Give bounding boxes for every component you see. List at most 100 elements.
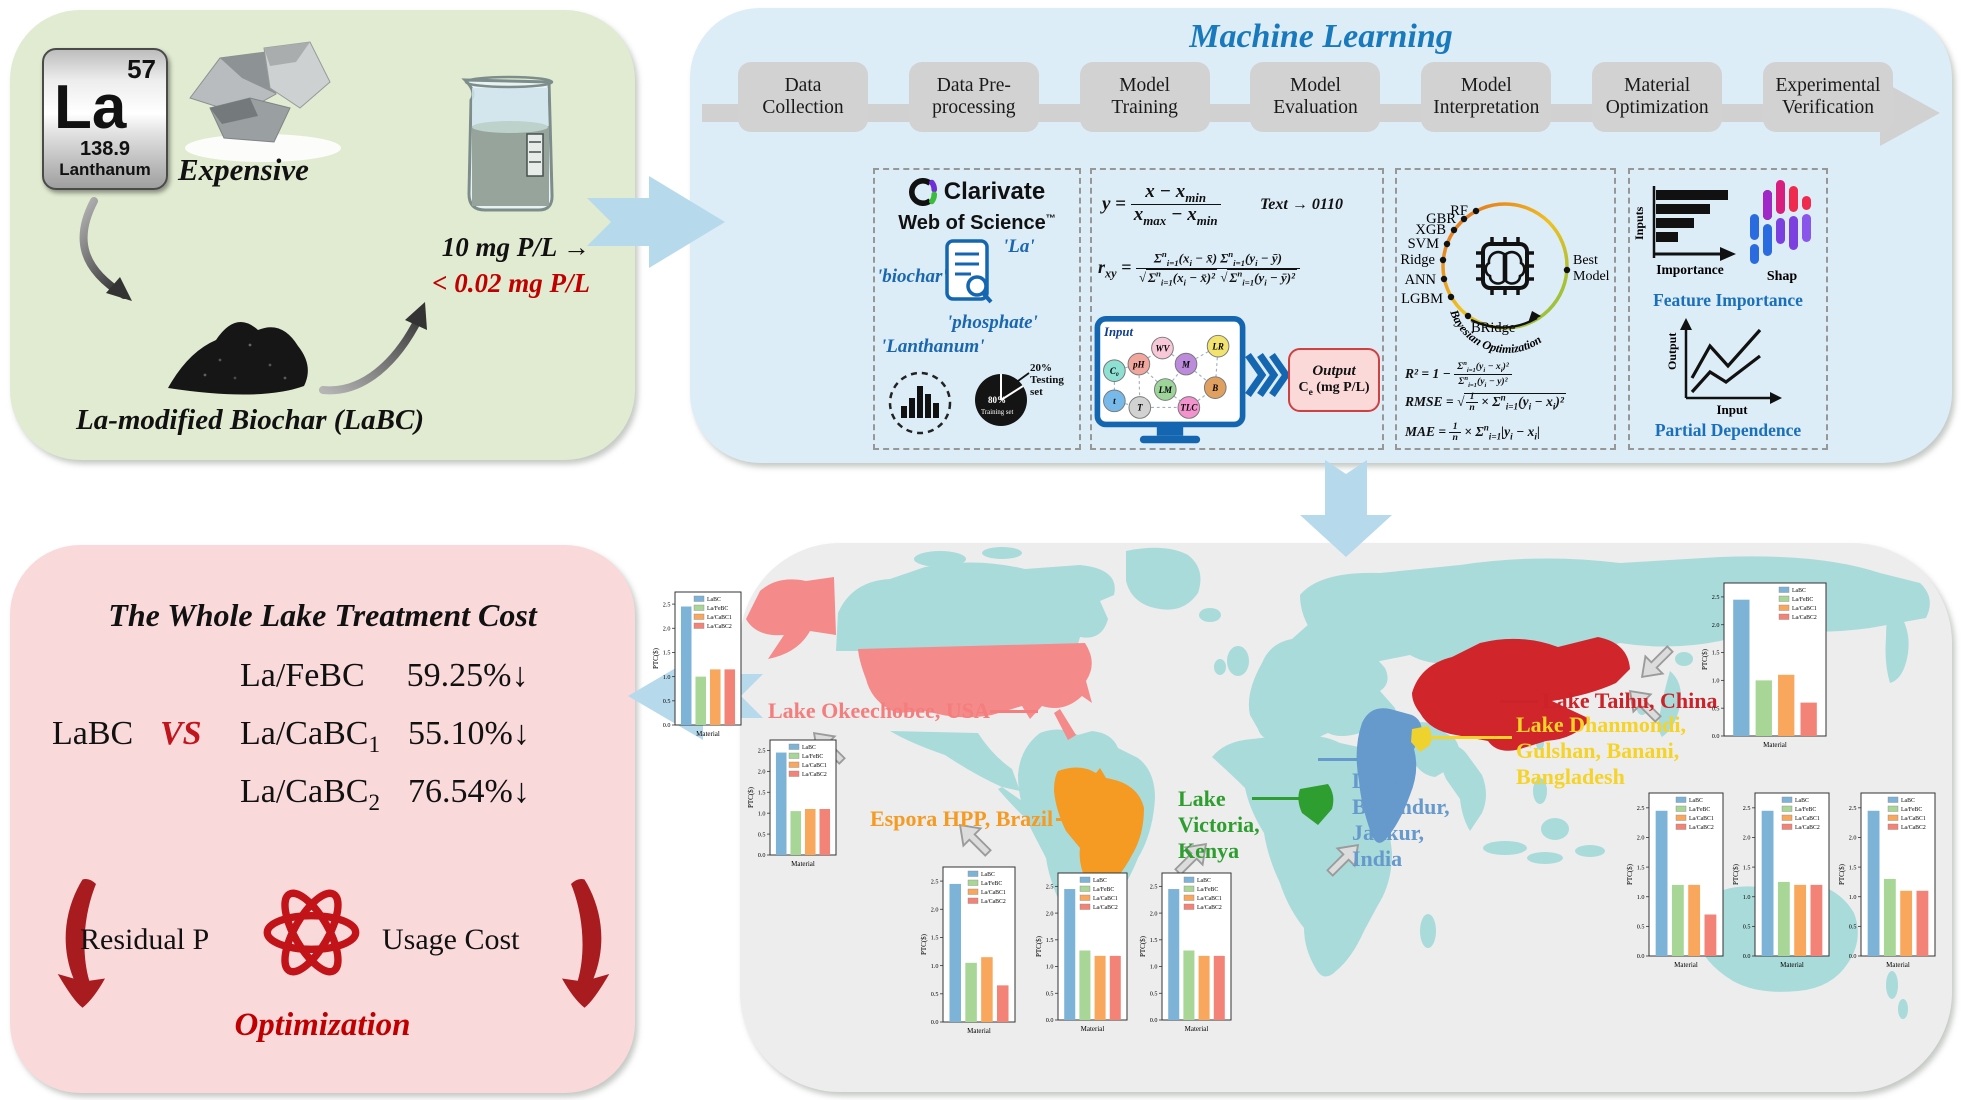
element-name: Lanthanum [59,160,151,179]
flow-arrow-down-icon [1300,460,1392,557]
ml-step-6: Material Optimization [1592,62,1723,132]
svg-text:LaBC: LaBC [1689,798,1703,804]
decrease-arrow-left-icon [57,878,105,1008]
svg-text:Inputs: Inputs [1632,206,1646,240]
keyword-biochar: 'biochar' [877,266,948,287]
svg-text:2.0: 2.0 [931,906,939,913]
svg-text:Model: Model [1573,269,1610,284]
line-taihu [1500,700,1538,703]
line-espora [1056,818,1076,821]
influent-label: 10 mg P/L → [441,232,590,262]
svg-text:Input: Input [1103,325,1133,339]
input-node-M: M [1181,359,1191,369]
svg-text:0.5: 0.5 [663,698,671,705]
svg-text:2.5: 2.5 [1849,805,1857,812]
svg-text:2.5: 2.5 [1712,594,1720,601]
text-encoding-label: Text → 0110 [1260,196,1343,213]
keyword-lanthanum: 'Lanthanum' [881,336,985,357]
svg-text:0.5: 0.5 [1637,924,1645,931]
svg-text:La/FeBC: La/FeBC [1795,807,1816,813]
svg-text:Material: Material [1763,741,1787,749]
vs-label: VS [160,715,202,752]
svg-text:PTC($): PTC($) [1838,863,1846,885]
svg-text:Output: Output [1668,333,1679,370]
svg-text:1.0: 1.0 [1712,678,1720,685]
label-lake-victoria: Lake Victoria, Kenya [1178,786,1260,863]
svg-text:La/FeBC: La/FeBC [1197,887,1218,893]
input-node-LR: LR [1211,341,1223,351]
ml-title: Machine Learning [1189,18,1453,55]
svg-text:0.5: 0.5 [1712,705,1720,712]
svg-text:2.5: 2.5 [1637,805,1645,812]
model-ANN: ANN [1405,272,1437,288]
line-victoria [1252,797,1304,800]
partial-dependence-caption: Partial Dependence [1654,420,1802,440]
svg-text:80%: 80% [988,395,1006,405]
input-node-TLC: TLC [1180,403,1198,413]
svg-text:2.0: 2.0 [1712,622,1720,629]
svg-text:PTC($): PTC($) [1626,863,1634,885]
feature-importance-caption: Feature Importance [1653,290,1803,310]
svg-text:2.0: 2.0 [1743,835,1751,842]
country-bangladesh [1411,726,1432,752]
svg-text:0.5: 0.5 [931,991,939,998]
svg-text:0.0: 0.0 [663,722,671,729]
svg-text:La/CaBC1: La/CaBC1 [1792,606,1817,612]
svg-text:La/CaBC1: La/CaBC1 [707,615,732,621]
line-bellandur [1318,758,1360,761]
decrease-arrow-right-icon [562,878,610,1008]
svg-text:LaBC: LaBC [981,872,995,878]
svg-text:Shap: Shap [1767,269,1798,284]
svg-text:Training set: Training set [981,409,1014,416]
input-node-T: T [1137,403,1143,413]
model-evaluation-box: RF GBR XGB SVM Ridge ANN LGBM BRidge Bayesian O… [1395,168,1616,450]
clarivate-logo-icon [908,178,937,206]
element-mass: 138.9 [79,138,131,160]
rmse-formula: RMSE = √ 1 n × Σni=1(yi − xi)² [1405,391,1566,414]
svg-text:LaBC: LaBC [802,745,816,751]
line-okeechobee [990,710,1038,713]
label-lake-taihu: Lake Taihu, China [1542,688,1718,713]
svg-text:Material: Material [791,860,815,868]
lanthanum-metal-image [185,41,341,162]
svg-text:PTC($): PTC($) [1701,648,1709,670]
svg-text:Input: Input [1716,402,1748,417]
model-LGBM: LGBM [1401,291,1443,307]
svg-text:Material: Material [1081,1025,1105,1033]
svg-text:La/FeBC: La/FeBC [981,881,1002,887]
cost-bar-chart: 0.0 0.5 1.0 1.5 2.0 2.5 LaBC La/FeBC La/CaBC1 La/… [1626,792,1724,969]
cost-bar-chart: 0.0 0.5 1.0 1.5 2.0 2.5 LaBC La/FeBC La/CaBC1 La/… [1139,872,1232,1033]
svg-text:0.0: 0.0 [1637,953,1645,960]
svg-text:2.0: 2.0 [1637,835,1645,842]
svg-text:0.5: 0.5 [1743,924,1751,931]
cost-bar-chart: 0.0 0.5 1.0 1.5 2.0 2.5 LaBC La/FeBC La/CaBC1 La/… [652,591,742,738]
output-box: Output Ce (mg P/L) [1288,348,1380,412]
cost-bar-chart: 0.0 0.5 1.0 1.5 2.0 2.5 LaBC La/FeBC La/CaBC1 La/… [1035,872,1128,1033]
keyword-phosphate: 'phosphate' [947,312,1038,333]
svg-text:La/CaBC2: La/CaBC2 [1689,825,1714,831]
country-brazil [1054,767,1144,891]
ml-step-4: Model Evaluation [1250,62,1381,132]
product-label: La-modified Biochar (LaBC) [76,404,424,436]
svg-text:PTC($): PTC($) [652,647,660,669]
svg-text:0.0: 0.0 [1712,733,1720,740]
svg-text:2.5: 2.5 [663,601,671,608]
svg-text:PTC($): PTC($) [1035,935,1043,957]
svg-text:2.5: 2.5 [1046,884,1054,891]
svg-text:La/FeBC: La/FeBC [1792,597,1813,603]
svg-text:0.5: 0.5 [1150,990,1158,997]
model-XGB: XGB [1415,222,1446,238]
workflow-steps: Data Collection Data Pre-processing Model Tr… [738,62,1893,132]
svg-text:1.0: 1.0 [758,810,766,817]
input-node-C₀: C₀ [1110,366,1119,376]
flow-arrow-right-icon [587,176,725,268]
element-number: 57 [127,54,156,84]
svg-text:2.0: 2.0 [663,625,671,632]
cost-bar-chart: 0.0 0.5 1.0 1.5 2.0 2.5 LaBC La/FeBC La/CaBC1 La/… [920,866,1016,1035]
svg-text:Material: Material [1185,1025,1209,1033]
process-arrow-up-icon [319,302,427,395]
svg-text:1.5: 1.5 [1046,937,1054,944]
element-symbol: La [54,73,127,142]
svg-text:Material: Material [1674,961,1698,969]
